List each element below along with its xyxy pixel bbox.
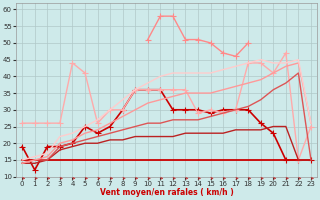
X-axis label: Vent moyen/en rafales ( km/h ): Vent moyen/en rafales ( km/h ) — [100, 188, 234, 197]
